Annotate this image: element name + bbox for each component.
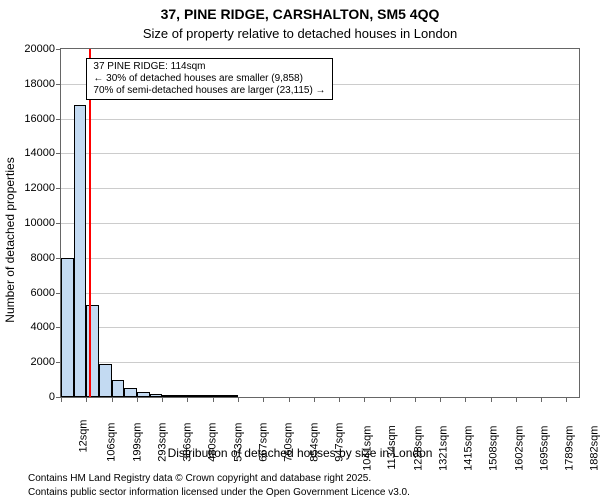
annotation-text: ← 30% of detached houses are smaller (9,… <box>93 73 325 85</box>
histogram-bar <box>137 392 150 397</box>
annotation-box: 37 PINE RIDGE: 114sqm← 30% of detached h… <box>86 58 332 100</box>
y-tick-mark <box>56 119 61 120</box>
x-tick-label: 854sqm <box>308 423 320 462</box>
histogram-bar <box>162 395 175 397</box>
y-tick-mark <box>56 49 61 50</box>
grid-line <box>61 293 579 294</box>
y-tick-label: 20000 <box>24 43 55 55</box>
histogram-bar <box>124 388 137 397</box>
histogram-bar <box>99 364 112 397</box>
x-tick-mark <box>339 397 340 402</box>
grid-line <box>61 327 579 328</box>
histogram-bar <box>150 394 163 397</box>
footer-line-2: Contains public sector information licen… <box>28 487 410 498</box>
x-tick-label: 1321sqm <box>437 426 449 471</box>
x-tick-label: 573sqm <box>232 423 244 462</box>
x-tick-mark <box>491 397 492 402</box>
chart-title-sub: Size of property relative to detached ho… <box>0 26 600 41</box>
x-tick-label: 1415sqm <box>463 426 475 471</box>
x-tick-mark <box>86 397 87 402</box>
y-axis-label: Number of detached properties <box>3 157 17 322</box>
x-tick-label: 293sqm <box>156 423 168 462</box>
histogram-bar <box>187 395 200 397</box>
histogram-bar <box>200 395 213 397</box>
x-tick-label: 1882sqm <box>589 426 600 471</box>
annotation-text: 37 PINE RIDGE: 114sqm <box>93 61 325 73</box>
plot-area: 0200040006000800010000120001400016000180… <box>60 48 580 398</box>
x-tick-mark <box>390 397 391 402</box>
y-tick-label: 16000 <box>24 113 55 125</box>
x-tick-label: 1134sqm <box>386 425 398 469</box>
grid-line <box>61 258 579 259</box>
histogram-bar <box>213 395 226 397</box>
grid-line <box>61 153 579 154</box>
x-tick-label: 760sqm <box>283 423 295 462</box>
x-tick-mark <box>238 397 239 402</box>
x-tick-label: 1695sqm <box>538 426 550 471</box>
x-tick-label: 1228sqm <box>412 426 424 471</box>
chart-container: 37, PINE RIDGE, CARSHALTON, SM5 4QQ Size… <box>0 0 600 500</box>
x-tick-label: 1041sqm <box>362 426 374 471</box>
x-tick-mark <box>162 397 163 402</box>
x-tick-mark <box>541 397 542 402</box>
x-tick-mark <box>314 397 315 402</box>
histogram-bar <box>112 380 125 397</box>
y-tick-mark <box>56 188 61 189</box>
x-tick-mark <box>364 397 365 402</box>
x-axis-label: Distribution of detached houses by size … <box>0 446 600 460</box>
y-tick-mark <box>56 223 61 224</box>
chart-title-main: 37, PINE RIDGE, CARSHALTON, SM5 4QQ <box>0 6 600 22</box>
grid-line <box>61 119 579 120</box>
y-tick-label: 14000 <box>24 147 55 159</box>
grid-line <box>61 188 579 189</box>
x-tick-mark <box>516 397 517 402</box>
y-tick-mark <box>56 153 61 154</box>
property-marker-line <box>89 49 91 397</box>
histogram-bar <box>61 258 74 397</box>
x-tick-mark <box>137 397 138 402</box>
footer-line-1: Contains HM Land Registry data © Crown c… <box>28 473 371 484</box>
x-tick-label: 1602sqm <box>513 426 525 471</box>
x-tick-label: 667sqm <box>258 423 270 462</box>
x-tick-label: 199sqm <box>131 423 143 462</box>
x-tick-label: 106sqm <box>106 423 118 462</box>
x-tick-mark <box>112 397 113 402</box>
annotation-text: 70% of semi-detached houses are larger (… <box>93 85 325 97</box>
x-tick-label: 480sqm <box>207 423 219 462</box>
y-tick-label: 6000 <box>31 287 55 299</box>
x-tick-mark <box>566 397 567 402</box>
y-tick-label: 8000 <box>31 252 55 264</box>
y-tick-label: 10000 <box>24 217 55 229</box>
x-tick-label: 386sqm <box>182 423 194 462</box>
x-tick-mark <box>289 397 290 402</box>
x-tick-mark <box>465 397 466 402</box>
x-tick-label: 1508sqm <box>488 426 500 471</box>
y-tick-label: 4000 <box>31 321 55 333</box>
x-tick-mark <box>415 397 416 402</box>
x-tick-label: 947sqm <box>333 423 345 462</box>
x-tick-label: 12sqm <box>78 420 90 453</box>
y-tick-mark <box>56 84 61 85</box>
histogram-bar <box>74 105 87 397</box>
x-tick-label: 1789sqm <box>564 426 576 471</box>
x-tick-mark <box>61 397 62 402</box>
x-tick-mark <box>213 397 214 402</box>
x-tick-mark <box>187 397 188 402</box>
y-tick-label: 2000 <box>31 356 55 368</box>
y-tick-label: 0 <box>49 391 55 403</box>
y-tick-label: 12000 <box>24 182 55 194</box>
grid-line <box>61 223 579 224</box>
grid-line <box>61 362 579 363</box>
x-tick-mark <box>263 397 264 402</box>
x-tick-mark <box>440 397 441 402</box>
histogram-bar <box>175 395 188 397</box>
y-tick-label: 18000 <box>24 78 55 90</box>
histogram-bar <box>225 395 238 397</box>
